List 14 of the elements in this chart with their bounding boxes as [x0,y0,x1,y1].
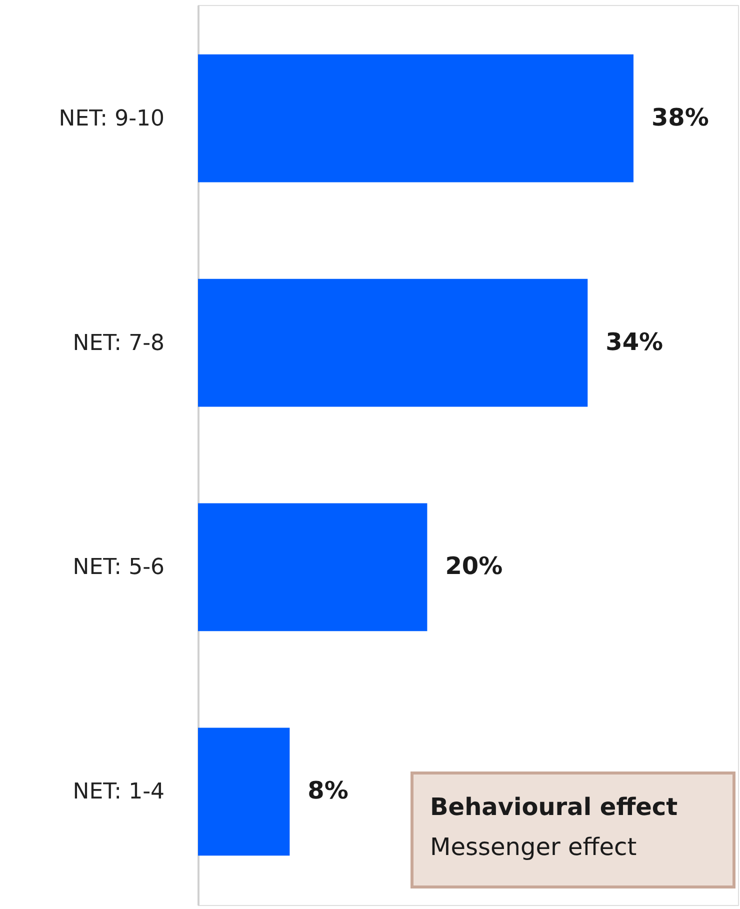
y-tick-label: NET: 5-6 [72,555,164,580]
y-tick-label: NET: 1-4 [72,780,164,805]
y-tick-label: NET: 9-10 [58,106,164,132]
data-label: 38% [651,103,709,132]
bar [198,728,290,856]
y-tick-label: NET: 7-8 [72,330,164,356]
data-label: 34% [606,328,664,356]
bar [198,503,428,632]
bar [198,54,634,182]
data-label: 8% [308,776,348,805]
annotation: Behavioural effect [430,793,678,821]
annotation: Messenger effect [430,833,637,861]
bar [198,278,588,407]
data-label: 20% [445,552,503,580]
